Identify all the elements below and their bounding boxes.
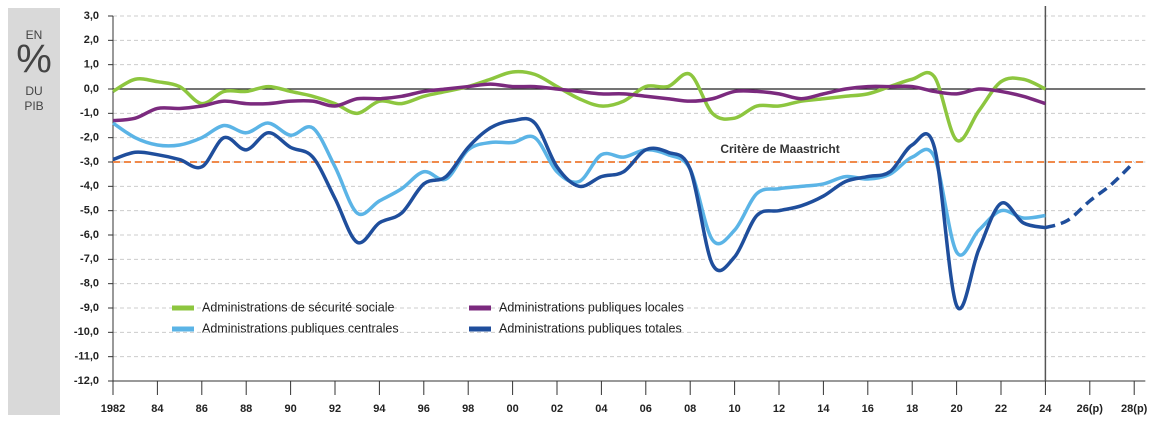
y-tick-label: -5,0	[80, 205, 99, 217]
y-tick-label: -1,0	[80, 107, 99, 119]
y-tick-label: -11,0	[75, 351, 99, 363]
x-tick-label: 22	[995, 403, 1007, 415]
series-line	[112, 82, 1046, 123]
legend-label: Administrations publiques locales	[499, 300, 684, 314]
x-tick-label: 98	[462, 403, 474, 415]
y-tick-label: -4,0	[80, 180, 99, 192]
x-tick-label: 90	[284, 403, 296, 415]
series-line	[112, 116, 1046, 311]
legend-label: Administrations publiques totales	[499, 321, 682, 335]
x-tick-label: 14	[817, 403, 830, 415]
x-tick-label: 10	[728, 403, 740, 415]
y-tick-label: -2,0	[80, 132, 99, 144]
x-tick-label: 86	[196, 403, 208, 415]
y-axis-label: PIB	[24, 99, 43, 113]
x-tick-label: 88	[240, 403, 252, 415]
x-tick-label: 28(p)	[1121, 403, 1148, 415]
y-tick-label: -3,0	[80, 156, 99, 168]
x-tick-label: 92	[329, 403, 341, 415]
ylabel-panel	[8, 8, 60, 415]
y-tick-label: -10,0	[74, 326, 99, 338]
legend-label: Administrations de sécurité sociale	[202, 300, 394, 314]
x-tick-label: 08	[684, 403, 696, 415]
x-tick-label: 12	[773, 403, 785, 415]
y-tick-label: -8,0	[80, 278, 99, 290]
x-tick-label: 04	[595, 403, 608, 415]
x-tick-label: 16	[862, 403, 874, 415]
x-tick-label: 84	[151, 403, 164, 415]
annotation: Critère de Maastricht	[720, 142, 839, 156]
y-tick-label: 2,0	[84, 34, 99, 46]
x-tick-label: 18	[906, 403, 918, 415]
y-axis-label: DU	[25, 84, 42, 98]
series-line	[112, 121, 1046, 257]
legend-label: Administrations publiques centrales	[202, 321, 399, 335]
x-tick-label: 00	[506, 403, 518, 415]
x-tick-label: 06	[640, 403, 652, 415]
y-tick-label: 3,0	[84, 10, 99, 22]
x-tick-label: 20	[950, 403, 962, 415]
y-axis-label: %	[16, 38, 52, 82]
projection-line	[1044, 160, 1136, 230]
x-tick-label: 24	[1039, 403, 1052, 415]
x-tick-label: 02	[551, 403, 563, 415]
y-tick-label: -7,0	[80, 253, 99, 265]
x-tick-label: 1982	[101, 403, 125, 415]
x-tick-label: 96	[418, 403, 430, 415]
x-tick-label: 94	[373, 403, 386, 415]
x-tick-label: 26(p)	[1077, 403, 1104, 415]
y-tick-label: -12,0	[74, 375, 99, 387]
y-tick-label: -6,0	[80, 229, 99, 241]
y-tick-label: 0,0	[84, 83, 99, 95]
y-tick-label: 1,0	[84, 59, 99, 71]
y-tick-label: -9,0	[80, 302, 99, 314]
y-axis-label: EN	[26, 28, 43, 42]
